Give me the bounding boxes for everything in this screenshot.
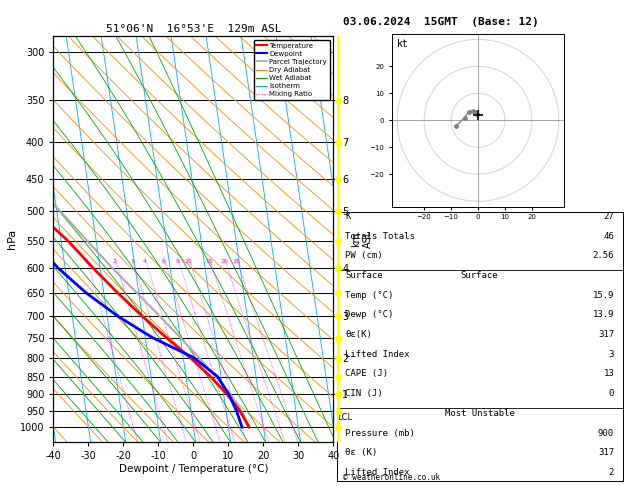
Y-axis label: hPa: hPa [7,229,17,249]
Text: θε (K): θε (K) [345,448,377,457]
Point [467,107,477,115]
Text: Temp (°C): Temp (°C) [345,291,394,300]
Text: 25: 25 [232,259,240,264]
Text: 317: 317 [598,330,614,339]
Point [470,108,481,116]
Text: 15: 15 [205,259,213,264]
Text: Totals Totals: Totals Totals [345,232,415,241]
Text: 15.9: 15.9 [593,291,614,300]
Point [460,114,470,122]
Text: 900: 900 [598,429,614,437]
Text: Dewp (°C): Dewp (°C) [345,311,394,319]
Text: Surface: Surface [345,271,382,280]
X-axis label: Dewpoint / Temperature (°C): Dewpoint / Temperature (°C) [119,464,268,474]
Text: 0: 0 [609,389,614,398]
Text: kt: kt [397,39,409,49]
Text: 46: 46 [603,232,614,241]
Legend: Temperature, Dewpoint, Parcel Trajectory, Dry Adiabat, Wet Adiabat, Isotherm, Mi: Temperature, Dewpoint, Parcel Trajectory… [253,40,330,100]
Text: CAPE (J): CAPE (J) [345,369,388,379]
Text: LCL: LCL [338,413,353,422]
Text: 2: 2 [113,259,117,264]
Text: 3: 3 [609,350,614,359]
Text: PW (cm): PW (cm) [345,251,382,260]
Text: 03.06.2024  15GMT  (Base: 12): 03.06.2024 15GMT (Base: 12) [343,17,538,27]
Point [464,108,474,116]
Text: 2.56: 2.56 [593,251,614,260]
Text: 317: 317 [598,448,614,457]
Title: 51°06'N  16°53'E  129m ASL: 51°06'N 16°53'E 129m ASL [106,24,281,35]
Text: Surface: Surface [461,271,498,280]
Text: Most Unstable: Most Unstable [445,409,515,418]
Text: 20: 20 [220,259,228,264]
Text: CIN (J): CIN (J) [345,389,382,398]
Text: 3: 3 [130,259,134,264]
Point [452,122,462,130]
Text: 8: 8 [175,259,180,264]
Point [472,110,482,118]
Text: K: K [345,212,350,221]
Text: 6: 6 [162,259,166,264]
Text: θε(K): θε(K) [345,330,372,339]
Point [472,110,482,118]
Text: 13.9: 13.9 [593,311,614,319]
Text: Pressure (mb): Pressure (mb) [345,429,415,437]
Text: 1: 1 [85,259,89,264]
Text: 13: 13 [603,369,614,379]
Text: 27: 27 [603,212,614,221]
Text: Lifted Index: Lifted Index [345,350,409,359]
Text: 2: 2 [609,468,614,477]
Text: © weatheronline.co.uk: © weatheronline.co.uk [343,473,440,482]
Text: Lifted Index: Lifted Index [345,468,409,477]
Text: 4: 4 [143,259,147,264]
Y-axis label: km
ASL: km ASL [352,230,373,248]
Text: 10: 10 [185,259,192,264]
